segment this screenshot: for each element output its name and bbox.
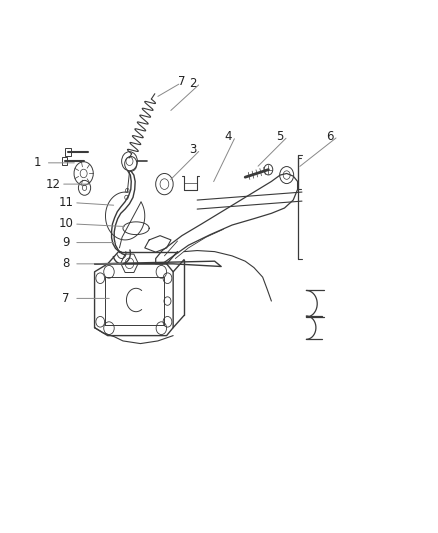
Text: 6: 6 xyxy=(327,130,334,143)
Text: 8: 8 xyxy=(63,257,70,270)
Text: 9: 9 xyxy=(63,236,70,249)
Text: 7: 7 xyxy=(178,75,186,88)
Text: 10: 10 xyxy=(59,217,74,230)
Text: 12: 12 xyxy=(46,177,60,191)
Text: 1: 1 xyxy=(34,156,42,169)
Text: 4: 4 xyxy=(224,130,231,143)
Text: 3: 3 xyxy=(189,143,197,156)
Text: 11: 11 xyxy=(59,196,74,209)
FancyBboxPatch shape xyxy=(62,157,67,165)
Text: 2: 2 xyxy=(189,77,197,90)
Text: 7: 7 xyxy=(63,292,70,305)
FancyBboxPatch shape xyxy=(65,148,71,157)
Text: 5: 5 xyxy=(276,130,284,143)
